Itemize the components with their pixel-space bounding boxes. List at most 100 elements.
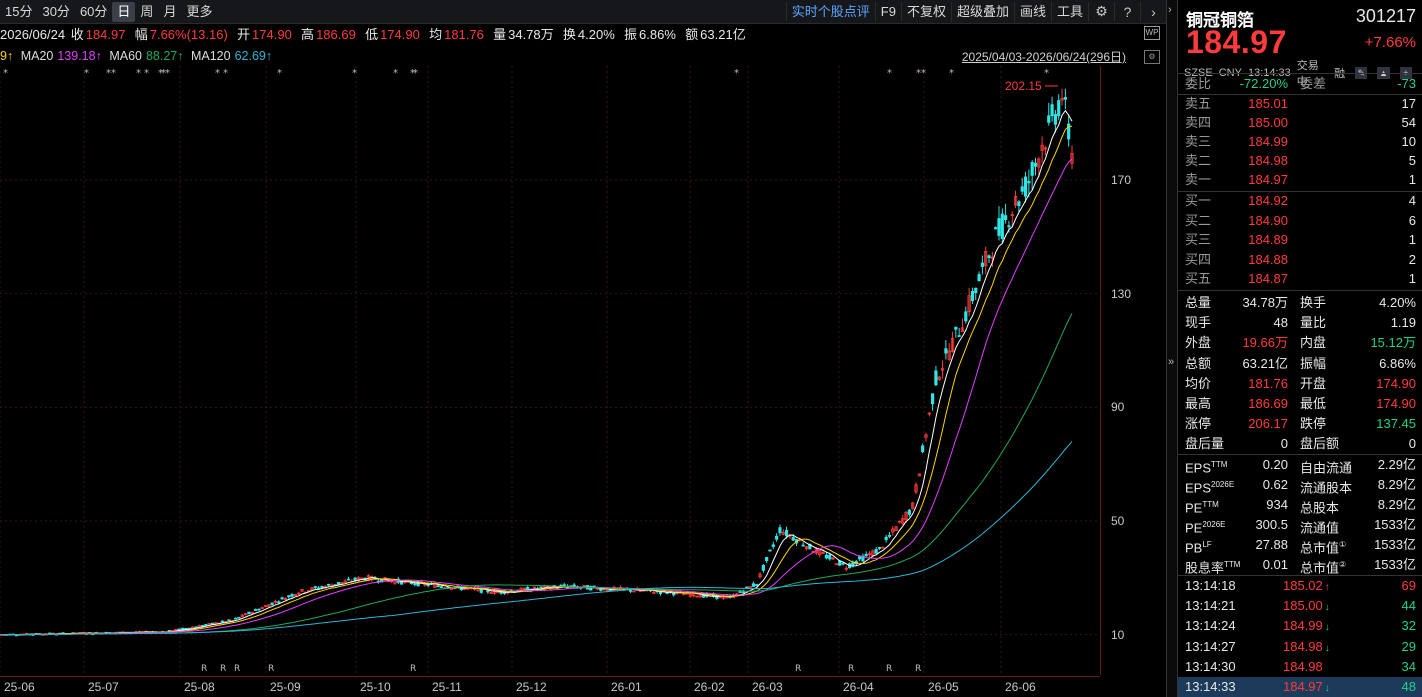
fund-value: 1533亿 (1374, 517, 1416, 532)
candle-body (247, 611, 251, 615)
stat-label: 跌停 (1300, 416, 1327, 432)
candle-body (861, 555, 865, 562)
avg-label: 均 (429, 27, 443, 42)
ask-volume: 1 (1408, 172, 1416, 187)
x-tick-label: 26-03 (752, 680, 783, 694)
candle-body (320, 586, 324, 588)
period-button[interactable]: 30分 (42, 3, 70, 19)
chevron-right-icon[interactable]: › (1140, 1, 1166, 22)
period-button[interactable]: 15分 (5, 3, 33, 19)
tick-row: 13:14:27 184.98 ↓ 29 (1178, 637, 1422, 657)
candle-body (356, 577, 361, 582)
period-button[interactable]: 月 (163, 3, 177, 19)
candle-body (904, 511, 908, 520)
help-icon[interactable]: ? (1114, 1, 1140, 22)
candle-body (931, 393, 935, 405)
fund-value: 1533亿 (1374, 557, 1416, 572)
fund-value: 300.5 (1255, 517, 1288, 532)
stat-value: 174.90 (1376, 396, 1416, 411)
ask-label: 卖三 (1185, 134, 1212, 149)
candle-body (957, 335, 961, 337)
gear-icon[interactable]: ⚙ (1088, 1, 1114, 22)
expand-arrow-icon[interactable]: » (1168, 356, 1175, 368)
stock-code: 301217 (1355, 6, 1416, 26)
event-star-marker: * (1044, 68, 1049, 79)
avg-value: 181.76 (444, 27, 484, 42)
fund-value: 8.29亿 (1377, 497, 1416, 512)
stock-name: 铜冠铜箔 (1186, 11, 1254, 30)
period-button[interactable]: 周 (140, 3, 154, 19)
stat-value: 15.12万 (1370, 335, 1416, 351)
fund-row: EPS2026E 0.62 流通股本 8.29亿 (1178, 475, 1422, 495)
amount-value: 63.21亿 (700, 27, 746, 42)
open-value: 174.90 (252, 27, 292, 42)
candle-body (263, 605, 268, 608)
ma5-line (0, 109, 1073, 636)
date-range-label[interactable]: 2025/04/03-2026/06/24(296日) (961, 50, 1126, 64)
candle-body (1013, 196, 1018, 206)
ma20-value: 139.18↑ (57, 49, 102, 63)
tick-row: 13:14:33 184.97 ↓ 48 (1178, 677, 1422, 697)
x-tick-label: 26-05 (928, 680, 959, 694)
tick-time: 13:14:24 (1185, 618, 1236, 634)
quote-panel: 铜冠铜箔 301217 184.97 +7.66% SZSE CNY 13:14… (1178, 0, 1422, 697)
candle-body (911, 502, 915, 509)
stat-value: 0 (1408, 436, 1416, 452)
panel-splitter[interactable]: › » (1166, 0, 1178, 697)
weicha-label: 委差 (1300, 76, 1327, 91)
candle-body (1053, 114, 1058, 125)
fund-suffix: TTM (1202, 500, 1219, 509)
candle-body (745, 586, 749, 589)
toolbar-button[interactable]: 画线 (1013, 1, 1051, 22)
toolbar-button[interactable]: F9 (874, 1, 901, 22)
ma120-value: 62.69↑ (234, 49, 273, 63)
change-percent: +7.66% (1364, 34, 1416, 51)
wp-icon[interactable]: WP (1144, 26, 1160, 40)
tick-price: 184.98 ↓ (1283, 637, 1330, 659)
period-button[interactable]: 60分 (79, 3, 108, 19)
toolbar-button[interactable]: 实时个股点评 (785, 1, 875, 22)
toolbar-button[interactable]: 不复权 (900, 1, 951, 22)
candle-body (867, 553, 872, 556)
open-label: 开 (237, 27, 251, 42)
fund-name: PE (1185, 500, 1203, 516)
event-star-marker: * (916, 68, 921, 79)
candle-body (924, 434, 928, 438)
bid-volume: 2 (1408, 251, 1416, 267)
period-button[interactable]: 更多 (186, 3, 213, 19)
chart-settings-icon[interactable]: ⚙ (1144, 50, 1160, 64)
x-tick-label: 25-08 (184, 680, 215, 694)
toolbar-button[interactable]: 超级叠加 (950, 1, 1014, 22)
candle-body (937, 376, 941, 380)
candle-body (273, 600, 278, 603)
candle-body (1027, 181, 1031, 184)
collapse-arrow-icon[interactable]: › (1168, 4, 1172, 16)
candle-body (851, 562, 855, 566)
candle-body (346, 578, 351, 581)
candle-body (984, 250, 988, 267)
candle-body (436, 585, 440, 588)
fund-row: 股息率TTM 0.01 总市值② 1533亿 (1178, 555, 1422, 575)
stat-value: 174.90 (1376, 375, 1416, 391)
fund-label: PE2026E (1185, 515, 1225, 538)
period-button[interactable]: 日 (112, 1, 136, 22)
candle-body (771, 544, 775, 548)
candle-body (1010, 214, 1014, 217)
kline-chart-area[interactable]: 15分 30分 60分日周月更多 实时个股点评 F9 不复权 超级叠加 画线 工具 ⚙? › 20… (0, 0, 1166, 697)
tick-time: 13:14:30 (1185, 658, 1236, 674)
ask-label: 卖二 (1185, 153, 1212, 168)
candle-body (934, 370, 938, 386)
bid-row: 买三 184.89 1 (1178, 230, 1422, 250)
rights-marker: R (220, 664, 226, 674)
y-tick-label: 50 (1111, 513, 1125, 528)
candle-body (1043, 147, 1048, 150)
bid-label: 买三 (1185, 232, 1212, 247)
fund-value: 27.88 (1255, 537, 1288, 552)
x-tick-label: 26-02 (694, 680, 725, 694)
candle-body (914, 484, 918, 493)
candle-body (489, 592, 493, 594)
fund-label: 流通值 (1300, 515, 1339, 538)
toolbar-button[interactable]: 工具 (1050, 1, 1088, 22)
ask-volume: 10 (1401, 134, 1416, 149)
